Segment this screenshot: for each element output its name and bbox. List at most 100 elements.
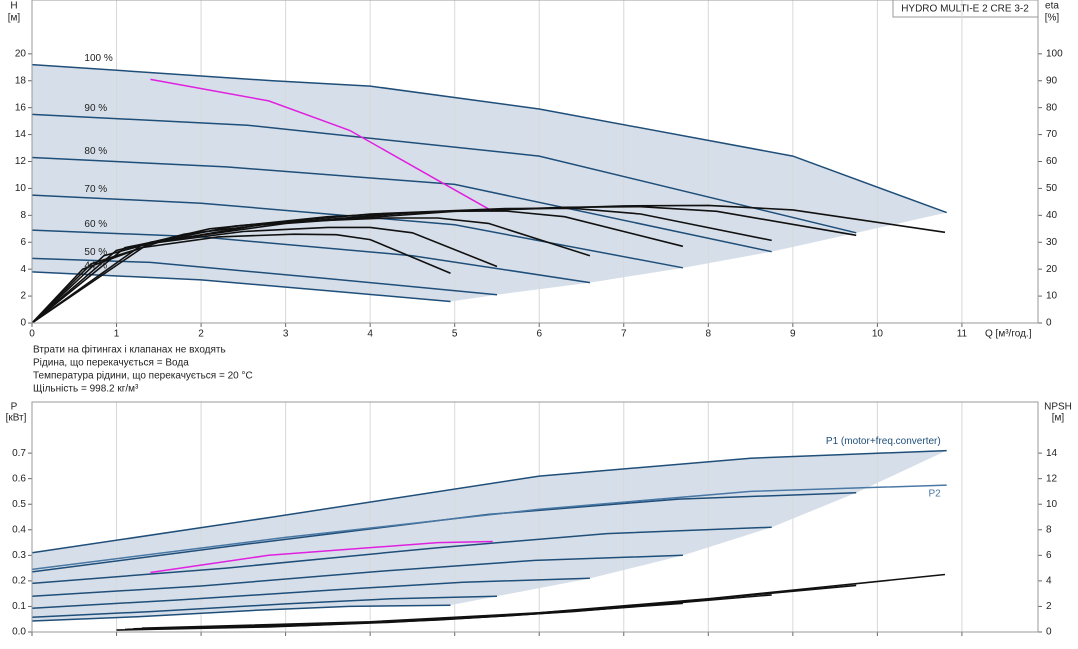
operating-area [32,64,947,302]
y2-axis-label: NPSH [1044,402,1072,413]
note: Втрати на фітингах і клапанах не входять [33,344,226,356]
curve [31,526,772,585]
y-tick-label: 0.7 [12,448,26,459]
x-tick-label: 4 [367,329,373,340]
curve-label: 90 % [84,103,107,114]
y2-tick-label: 30 [1046,237,1058,248]
y2-tick-label: 90 [1046,75,1058,86]
y-tick-label: 2 [20,291,26,302]
y2-tick-label: 80 [1046,102,1058,113]
curve [31,271,451,303]
curve-label: P2 [928,489,941,500]
y2-tick-label: 0 [1046,318,1052,329]
y-tick-label: 0.6 [12,473,26,484]
x-tick-label: 6 [536,329,542,340]
y2-tick-label: 40 [1046,210,1058,221]
y-tick-label: 0.3 [12,550,26,561]
y2-tick-label: 8 [1046,524,1052,535]
curve [31,63,947,214]
y-tick-label: 20 [15,48,27,59]
curve [116,602,683,631]
x-tick-label: 3 [283,329,289,340]
plot [31,0,963,324]
y2-tick-label: 4 [1046,576,1052,587]
curve-label: 100 % [84,53,112,64]
curve-label: 44 % [84,260,107,271]
curve [31,210,684,324]
y2-tick-label: 14 [1046,448,1058,459]
y2-tick-label: 12 [1046,473,1058,484]
curve [31,226,498,324]
x-axis-label: Q [м³/год.] [985,329,1032,340]
curve [150,540,493,574]
y-tick-label: 6 [20,237,26,248]
x-tick-label: 9 [790,329,796,340]
y-tick-label: 8 [20,210,26,221]
curve [31,595,498,618]
y2-tick-label: 100 [1046,48,1063,59]
y-axis-label: P [11,402,18,413]
y2-axis-unit: [м] [1052,413,1065,424]
y2-tick-label: 10 [1046,499,1058,510]
plot [31,402,963,632]
curve [31,449,947,554]
curve-label: P1 (motor+freq.converter) [826,436,941,447]
x-tick-label: 5 [452,329,458,340]
y-axis-unit: [м] [8,13,21,24]
x-tick-label: 10 [872,329,884,340]
y-tick-label: 0.0 [12,627,26,638]
x-tick-label: 8 [706,329,712,340]
y2-tick-label: 10 [1046,291,1058,302]
y-tick-label: 4 [20,264,26,275]
curve [31,156,772,253]
y-axis-unit: [кВт] [6,413,27,424]
x-tick-label: 11 [957,329,968,340]
curve-label: 70 % [84,184,107,195]
y2-axis-label: eta [1045,1,1059,12]
y2-tick-label: 50 [1046,183,1058,194]
curve-label: 50 % [84,247,107,258]
y2-tick-label: 60 [1046,156,1058,167]
note: Щільність = 998.2 кг/м³ [33,384,139,395]
y-tick-label: 0 [20,318,26,329]
y2-tick-label: 6 [1046,550,1052,561]
note: Температура рідини, що перекачується = 2… [33,371,253,382]
curve [31,554,683,597]
curve [150,78,494,212]
x-tick-label: 0 [29,329,35,340]
y-tick-label: 12 [15,156,27,167]
x-tick-label: 1 [114,329,120,340]
y-tick-label: 0.2 [12,576,26,587]
x-tick-label: 2 [198,329,204,340]
operating-area [32,450,947,622]
curve [31,257,498,296]
note: Рідина, що перекачується = Вода [33,358,189,369]
y-tick-label: 0.4 [12,524,26,535]
y2-axis-unit: [%] [1045,13,1060,24]
curve [31,217,591,324]
y-axis-label: H [10,1,17,12]
plot-frame [31,401,1039,633]
chart-title: HYDRO MULTI-E 2 CRE 3-2 [901,4,1029,15]
curve [31,577,590,609]
y-tick-label: 10 [15,183,27,194]
curve [31,229,591,284]
y2-tick-label: 20 [1046,264,1058,275]
curve [31,604,451,622]
y-tick-label: 14 [15,129,27,140]
curve [31,484,947,571]
plot-frame [31,0,1039,324]
y-tick-label: 16 [15,102,27,113]
y-tick-label: 0.1 [12,601,26,612]
y-tick-label: 0.5 [12,499,26,510]
curve [31,113,857,234]
y2-tick-label: 2 [1046,601,1052,612]
curve-label: 80 % [84,146,107,157]
y2-tick-label: 0 [1046,627,1052,638]
curve-label: 60 % [84,219,107,230]
y-tick-label: 18 [15,75,27,86]
curve [31,233,451,324]
x-tick-label: 7 [621,329,627,340]
